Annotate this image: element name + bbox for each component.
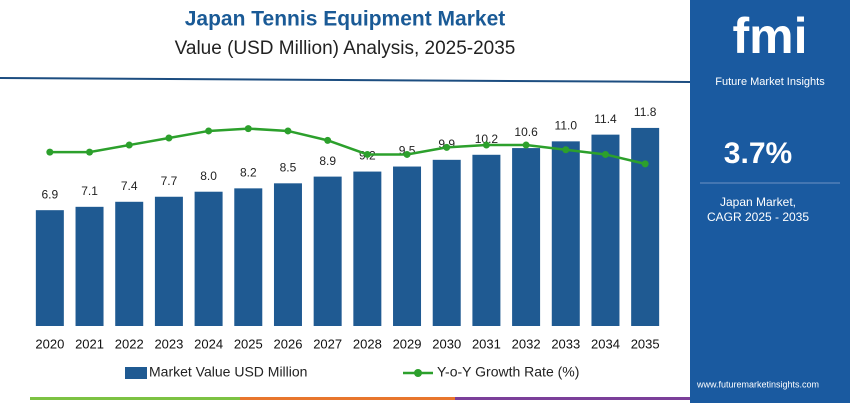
bar xyxy=(154,196,183,326)
x-tick-label: 2033 xyxy=(551,336,580,351)
growth-marker xyxy=(125,141,133,149)
bar xyxy=(313,176,342,326)
market-label: Japan Market, xyxy=(720,195,796,209)
value-label: 7.1 xyxy=(81,184,98,198)
bar xyxy=(631,127,660,326)
value-label: 10.2 xyxy=(475,132,499,146)
bar xyxy=(472,154,501,326)
period-label: CAGR 2025 - 2035 xyxy=(707,210,809,224)
x-tick-label: 2034 xyxy=(591,336,620,351)
strip xyxy=(30,397,240,400)
x-tick-label: 2022 xyxy=(115,336,144,351)
growth-marker xyxy=(205,127,213,135)
growth-marker xyxy=(562,146,570,154)
growth-marker xyxy=(324,136,332,144)
growth-marker xyxy=(284,127,292,135)
strip xyxy=(455,397,690,400)
value-label: 8.0 xyxy=(200,169,217,183)
value-label: 8.5 xyxy=(280,160,297,174)
growth-marker xyxy=(641,160,649,168)
growth-marker xyxy=(443,143,451,151)
growth-marker xyxy=(46,148,54,156)
url: www.futuremarketinsights.com xyxy=(696,379,819,389)
legend-label: Y-o-Y Growth Rate (%) xyxy=(437,364,579,380)
logo: fmi xyxy=(733,8,808,64)
growth-marker xyxy=(165,134,173,142)
x-tick-label: 2025 xyxy=(234,336,263,351)
x-tick-label: 2026 xyxy=(274,336,303,351)
x-tick-label: 2031 xyxy=(472,336,501,351)
bar xyxy=(591,134,620,326)
strip xyxy=(240,397,455,400)
x-tick-label: 2030 xyxy=(432,336,461,351)
value-label: 11.0 xyxy=(555,119,578,133)
divider xyxy=(0,77,691,83)
value-label: 6.9 xyxy=(42,187,59,201)
x-tick-label: 2028 xyxy=(353,336,382,351)
legend-swatch xyxy=(414,369,422,377)
x-tick-label: 2023 xyxy=(154,336,183,351)
bar xyxy=(234,188,263,326)
bar xyxy=(115,201,144,326)
value-label: 7.4 xyxy=(121,179,138,193)
x-tick-label: 2032 xyxy=(512,336,541,351)
x-tick-label: 2027 xyxy=(313,336,342,351)
legend-label: Market Value USD Million xyxy=(149,364,307,380)
bar xyxy=(551,141,580,326)
x-tick-label: 2020 xyxy=(35,336,64,351)
value-label: 8.2 xyxy=(240,166,257,180)
value-label: 10.6 xyxy=(514,125,538,139)
chart-title: Japan Tennis Equipment Market xyxy=(185,8,506,31)
bar xyxy=(35,210,64,326)
value-label: 8.9 xyxy=(319,154,336,168)
bar xyxy=(194,191,223,326)
x-tick-label: 2021 xyxy=(75,336,104,351)
brand: Future Market Insights xyxy=(715,76,825,88)
growth-marker xyxy=(601,150,609,158)
bar xyxy=(273,183,302,326)
bar xyxy=(512,148,541,326)
growth-marker xyxy=(86,148,94,156)
growth-line xyxy=(49,127,646,166)
x-tick-label: 2029 xyxy=(393,336,422,351)
growth-marker xyxy=(403,150,411,158)
value-label: 7.7 xyxy=(161,174,178,188)
bar xyxy=(393,166,422,326)
growth-marker xyxy=(363,150,371,158)
cagr-value: 3.7% xyxy=(724,137,792,170)
bar xyxy=(432,159,461,326)
growth-marker xyxy=(522,141,530,149)
x-tick-label: 2035 xyxy=(631,336,660,351)
legend-swatch xyxy=(125,367,147,379)
chart-subtitle: Value (USD Million) Analysis, 2025-2035 xyxy=(175,38,516,59)
side-panel xyxy=(690,0,850,403)
bar xyxy=(353,171,382,326)
value-label: 11.8 xyxy=(634,105,657,119)
bar xyxy=(75,206,104,326)
growth-marker xyxy=(482,141,490,149)
value-label: 11.4 xyxy=(594,112,617,126)
growth-marker xyxy=(244,125,252,133)
x-tick-label: 2024 xyxy=(194,336,223,351)
